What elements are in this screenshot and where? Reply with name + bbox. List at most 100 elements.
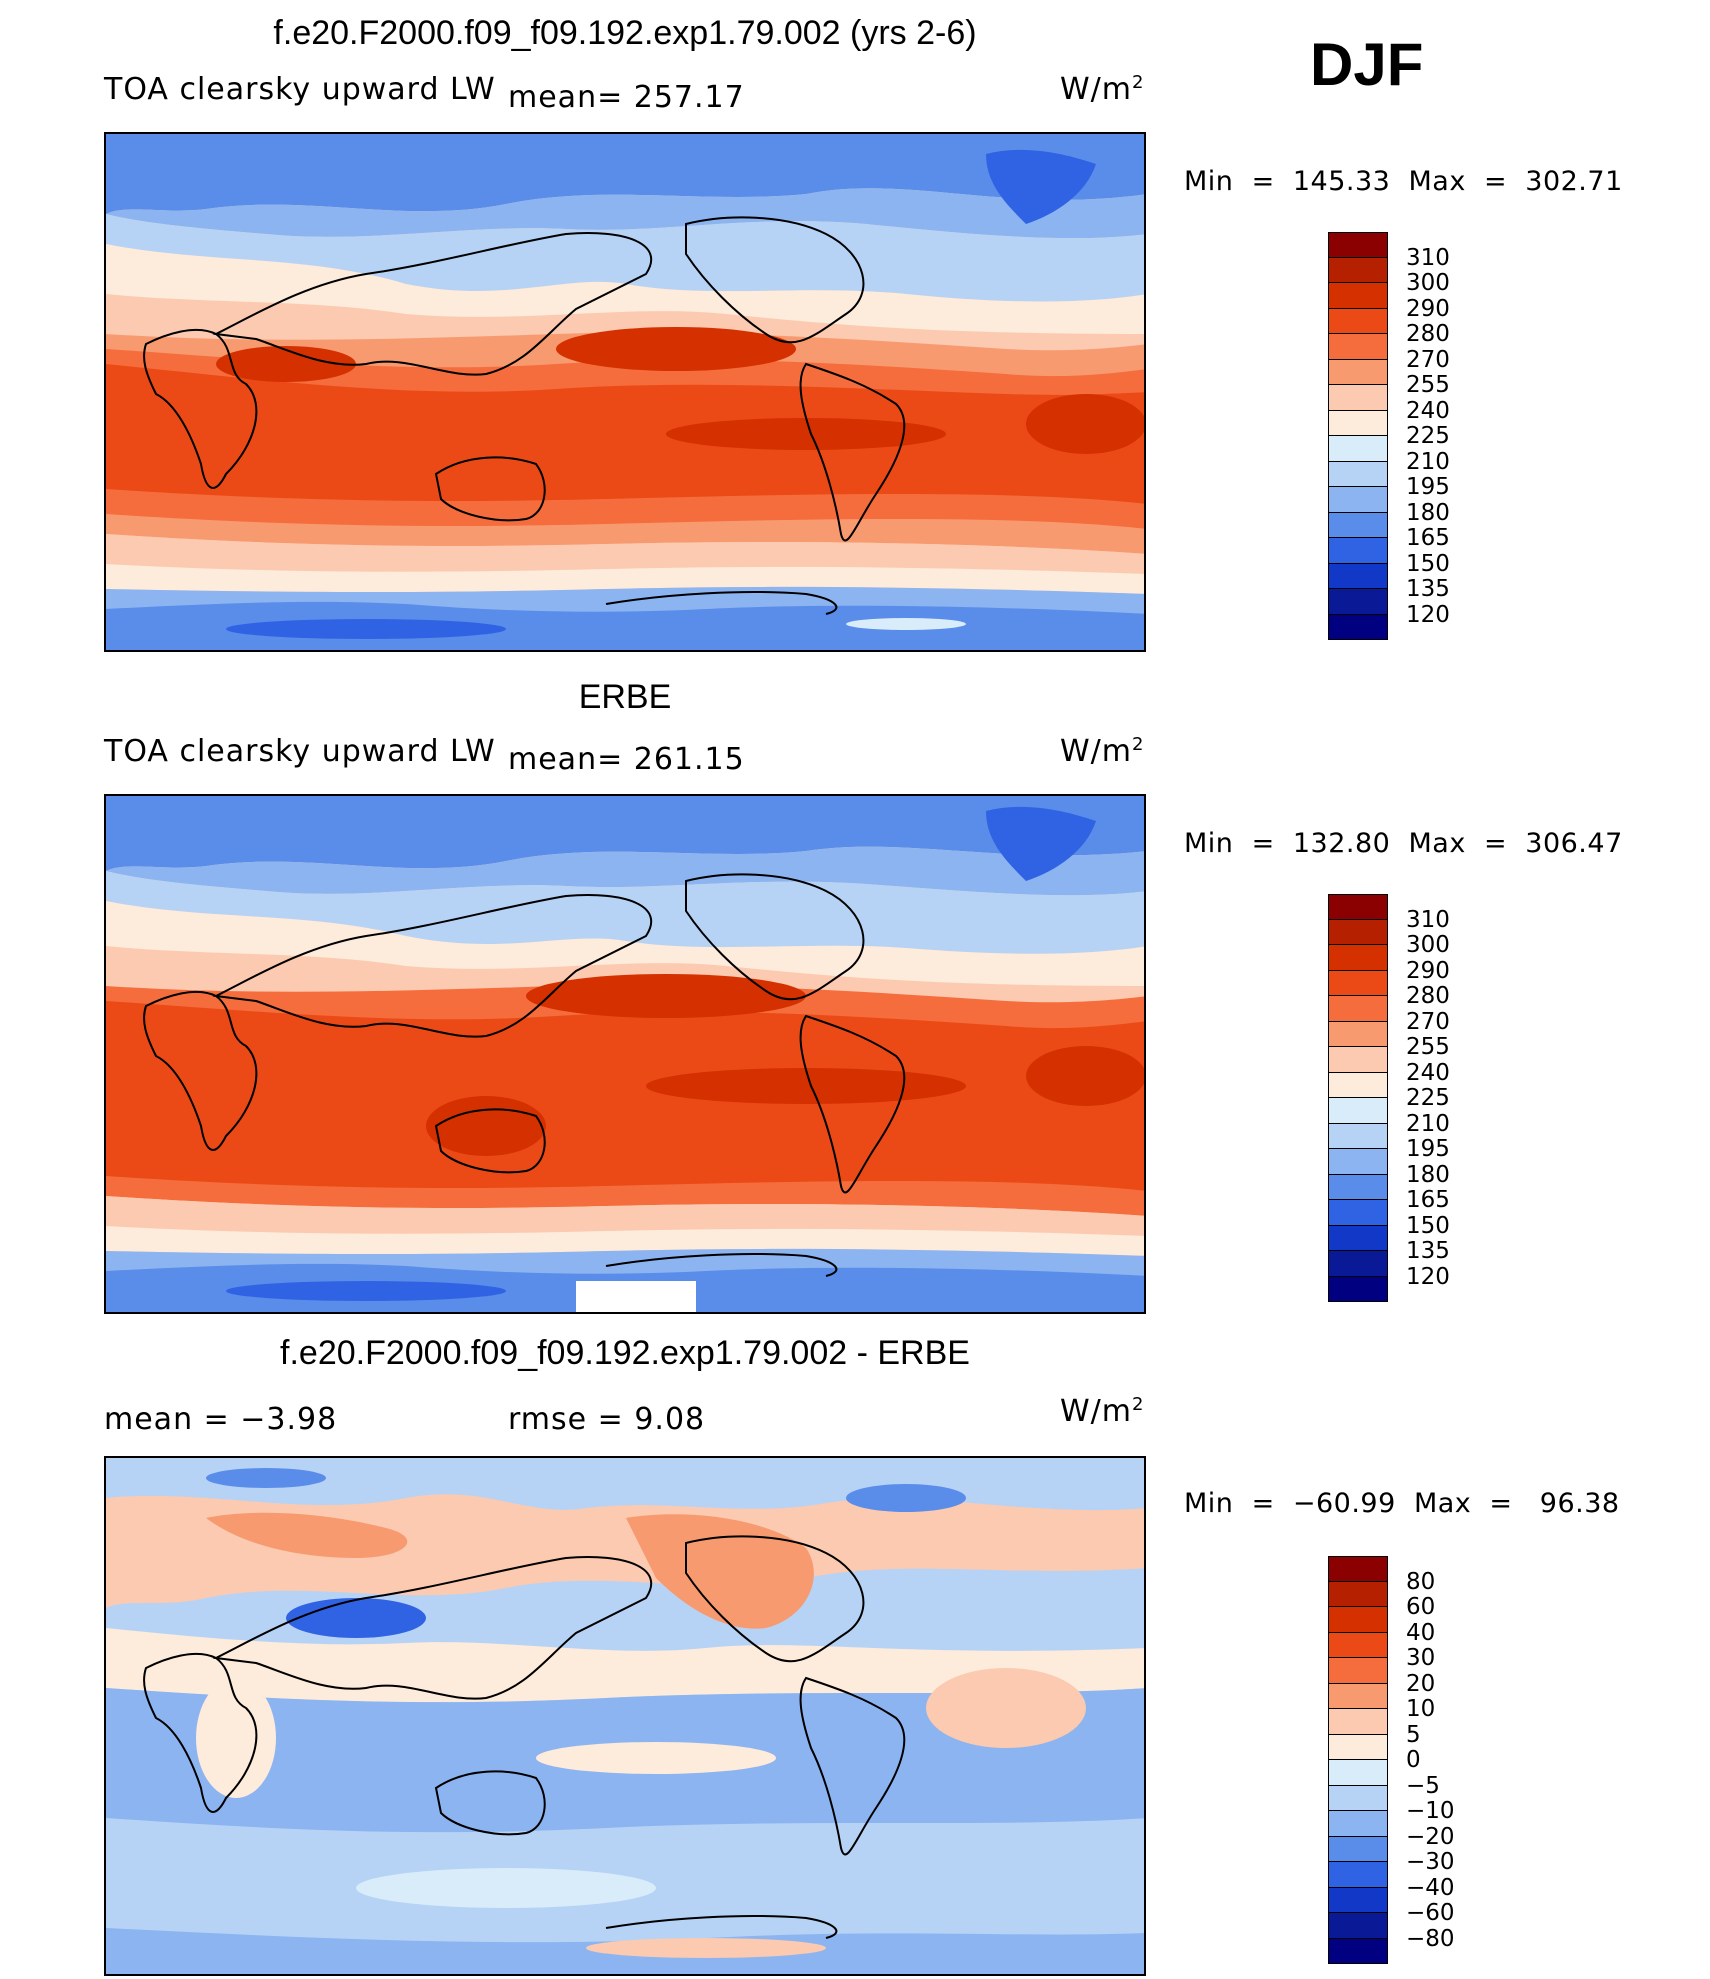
colorbar-swatch <box>1328 1123 1388 1149</box>
colorbar-swatch <box>1328 1072 1388 1098</box>
colorbar-level-label: 40 <box>1406 1619 1436 1646</box>
colorbar-level-label: −40 <box>1406 1874 1455 1901</box>
panel-3-unit-label: W/m2 <box>1060 1394 1145 1429</box>
colorbar-level-label: 310 <box>1406 244 1450 271</box>
colorbar-swatch <box>1328 436 1388 462</box>
colorbar-level-label: 195 <box>1406 1136 1450 1162</box>
colorbar-level-label: 10 <box>1406 1696 1436 1722</box>
panel-2-mean-label: mean= 261.15 <box>508 742 745 777</box>
panel-3-map <box>104 1456 1146 1976</box>
season-label: DJF <box>1310 31 1424 98</box>
colorbar-level-label: −5 <box>1406 1772 1440 1799</box>
panel-2-unit-label: W/m2 <box>1060 734 1145 769</box>
colorbar-swatch <box>1328 1760 1388 1786</box>
colorbar-swatch <box>1328 385 1388 411</box>
colorbar-level-label: 300 <box>1406 932 1450 958</box>
colorbar-swatch <box>1328 1556 1388 1582</box>
colorbar-swatch <box>1328 1098 1388 1124</box>
colorbar-level-label: 180 <box>1406 1161 1450 1188</box>
panel-2-map <box>104 794 1146 1314</box>
colorbar-level-label: 225 <box>1406 423 1450 449</box>
colorbar-level-label: 255 <box>1406 372 1450 398</box>
colorbar-level-label: 135 <box>1406 1238 1450 1264</box>
colorbar-level-label: 290 <box>1406 957 1450 984</box>
colorbar-swatch <box>1328 1734 1388 1760</box>
colorbar-swatch <box>1328 1251 1388 1277</box>
colorbar-swatch <box>1328 1862 1388 1888</box>
colorbar-swatch <box>1328 410 1388 436</box>
colorbar-swatch <box>1328 487 1388 513</box>
colorbar-swatch <box>1328 1938 1388 1964</box>
colorbar-swatch <box>1328 334 1388 360</box>
panel-1-variable-label: TOA clearsky upward LW <box>104 72 496 107</box>
panel-2-title: ERBE <box>578 678 672 716</box>
colorbar-swatch <box>1328 257 1388 283</box>
colorbar-level-label: 120 <box>1406 1263 1450 1290</box>
colorbar-level-label: 280 <box>1406 983 1450 1009</box>
colorbar-level-label: 290 <box>1406 295 1450 322</box>
colorbar-level-label: 80 <box>1406 1568 1436 1595</box>
colorbar-swatch <box>1328 1683 1388 1709</box>
colorbar-swatch <box>1328 232 1388 258</box>
colorbar-level-label: −80 <box>1406 1925 1455 1952</box>
colorbar-swatch <box>1328 308 1388 334</box>
panel-3-title: f.e20.F2000.f09_f09.192.exp1.79.002 - ER… <box>280 1334 970 1372</box>
colorbar-level-label: 120 <box>1406 601 1450 628</box>
colorbar-level-label: 195 <box>1406 474 1450 500</box>
panel-2-minmax: Min = 132.80 Max = 306.47 <box>1184 828 1623 859</box>
panel-1-mean-label: mean= 257.17 <box>508 80 745 115</box>
colorbar-level-label: −10 <box>1406 1798 1455 1824</box>
colorbar-swatch <box>1328 1225 1388 1251</box>
colorbar-swatch <box>1328 1149 1388 1175</box>
panel-1-minmax: Min = 145.33 Max = 302.71 <box>1184 166 1623 197</box>
colorbar-swatch <box>1328 461 1388 487</box>
colorbar-level-label: 270 <box>1406 346 1450 373</box>
colorbar-swatch <box>1328 1811 1388 1837</box>
colorbar-swatch <box>1328 1607 1388 1633</box>
colorbar-level-label: 210 <box>1406 448 1450 475</box>
colorbar-level-label: 165 <box>1406 1187 1450 1213</box>
colorbar-level-label: 180 <box>1406 499 1450 526</box>
colorbar-level-label: 5 <box>1406 1721 1421 1748</box>
colorbar-swatch <box>1328 996 1388 1022</box>
colorbar-swatch <box>1328 1785 1388 1811</box>
colorbar-level-label: 0 <box>1406 1747 1421 1773</box>
panel-1-unit-label: W/m2 <box>1060 72 1145 107</box>
colorbar-level-label: 280 <box>1406 321 1450 347</box>
panel-3-mean-label: mean = −3.98 <box>104 1402 338 1437</box>
colorbar-swatch <box>1328 1276 1388 1302</box>
colorbar-swatch <box>1328 1913 1388 1939</box>
colorbar-level-label: 240 <box>1406 397 1450 424</box>
panel-1-title: f.e20.F2000.f09_f09.192.exp1.79.002 (yrs… <box>273 14 977 52</box>
colorbar-level-label: 60 <box>1406 1594 1436 1620</box>
colorbar-swatch <box>1328 1709 1388 1735</box>
panel-3-minmax: Min = −60.99 Max = 96.38 <box>1184 1488 1620 1519</box>
colorbar-level-label: 225 <box>1406 1085 1450 1111</box>
colorbar-level-label: 150 <box>1406 550 1450 577</box>
panel-1-map <box>104 132 1146 652</box>
colorbar-swatch <box>1328 614 1388 640</box>
colorbar-swatch <box>1328 538 1388 564</box>
colorbar-level-label: 255 <box>1406 1034 1450 1060</box>
colorbar-swatch <box>1328 359 1388 385</box>
colorbar-swatch <box>1328 970 1388 996</box>
colorbar-level-label: −30 <box>1406 1849 1455 1875</box>
colorbar-swatch <box>1328 945 1388 971</box>
panel-2-variable-label: TOA clearsky upward LW <box>104 734 496 769</box>
colorbar-swatch <box>1328 1581 1388 1607</box>
colorbar-swatch <box>1328 563 1388 589</box>
colorbar-swatch <box>1328 1836 1388 1862</box>
colorbar-swatch <box>1328 1887 1388 1913</box>
colorbar-level-label: 30 <box>1406 1645 1436 1671</box>
colorbar-swatch <box>1328 919 1388 945</box>
colorbar-level-label: −20 <box>1406 1823 1455 1850</box>
colorbar-level-label: 270 <box>1406 1008 1450 1035</box>
colorbar-swatch <box>1328 1658 1388 1684</box>
colorbar-swatch <box>1328 512 1388 538</box>
colorbar-swatch <box>1328 1632 1388 1658</box>
colorbar-level-label: 210 <box>1406 1110 1450 1137</box>
colorbar-level-label: 165 <box>1406 525 1450 551</box>
colorbar-level-label: 20 <box>1406 1670 1436 1697</box>
colorbar-swatch <box>1328 283 1388 309</box>
panel-3-rmse-label: rmse = 9.08 <box>508 1402 706 1437</box>
